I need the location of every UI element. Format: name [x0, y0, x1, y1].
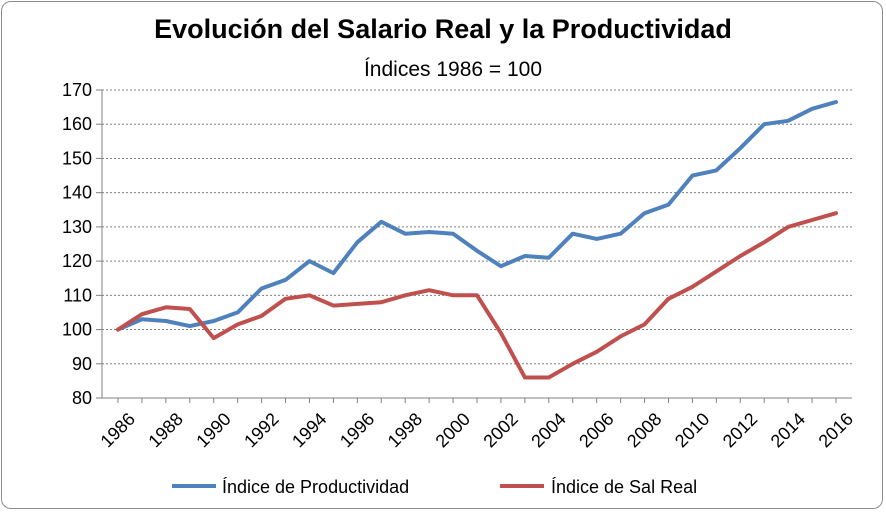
y-tick-label: 120 [62, 251, 92, 271]
chart-title: Evolución del Salario Real y la Producti… [154, 14, 732, 44]
legend-label-0: Índice de Productividad [222, 477, 409, 497]
y-tick-label: 100 [62, 320, 92, 340]
x-tick-label: 1992 [240, 409, 282, 451]
y-tick-label: 110 [63, 285, 92, 305]
chart-subtitle: Índices 1986 = 100 [363, 58, 543, 81]
axes [96, 89, 852, 403]
series-lines [116, 100, 838, 380]
x-tick-label: 2002 [479, 409, 521, 451]
x-tick-labels: 1986 1988 1990 1992 1994 1996 1998 2000 2002 2004… [97, 409, 857, 451]
x-tick-label: 2000 [432, 409, 474, 451]
x-tick-label: 2012 [719, 409, 761, 451]
y-tick-label: 130 [62, 217, 92, 237]
x-tick-label: 2006 [575, 409, 617, 451]
x-tick-label: 1998 [384, 409, 426, 451]
y-tick-label: 170 [62, 80, 92, 100]
series-line-1 [116, 211, 838, 380]
y-tick-label: 150 [62, 148, 92, 168]
y-tick-label: 140 [62, 183, 92, 203]
y-tick-label: 160 [62, 114, 92, 134]
legend-label-1: Índice de Sal Real [551, 477, 697, 497]
x-tick-label: 1988 [144, 409, 186, 451]
x-tick-label: 2008 [623, 409, 665, 451]
x-tick-label: 2014 [767, 409, 809, 451]
x-tick-label: 1990 [192, 409, 234, 451]
legend: Índice de Productividad Índice de Sal Rea… [172, 477, 697, 497]
x-tick-label: 2016 [815, 409, 857, 451]
y-tick-label: 80 [72, 388, 92, 408]
x-tick-label: 1996 [336, 409, 378, 451]
y-tick-label: 90 [72, 354, 92, 374]
x-tick-label: 2004 [527, 409, 569, 451]
series-line-0 [116, 100, 838, 332]
x-tick-label: 1986 [97, 409, 139, 451]
x-tick-label: 1994 [288, 409, 330, 451]
x-tick-label: 2010 [671, 409, 713, 451]
y-tick-labels: 80 90 100 110 120 130 140 150 160 170 [62, 80, 92, 408]
